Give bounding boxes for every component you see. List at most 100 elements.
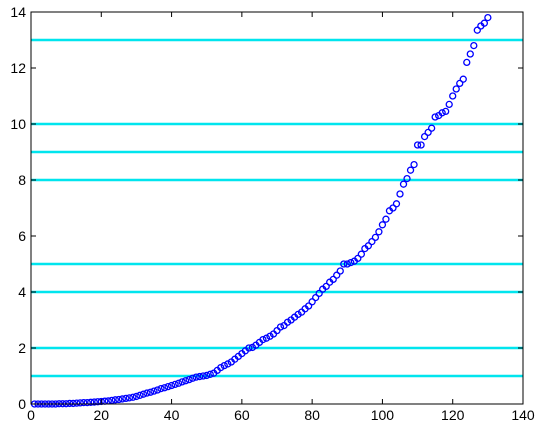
data-point-30 [136,391,144,399]
y-tick-label-1: 2 [18,340,26,356]
data-point-79 [308,298,316,306]
data-point-126 [473,26,481,34]
x-tick-label-1: 20 [93,407,109,423]
data-point-34 [150,387,158,395]
data-point-32 [143,389,151,397]
y-tick-label-2: 4 [18,284,26,300]
data-point-11 [69,399,77,408]
data-point-89 [343,260,351,268]
data-point-22 [108,396,116,405]
data-point-104 [396,190,404,198]
data-point-17 [90,398,98,406]
data-point-103 [392,200,401,208]
data-point-129 [484,13,492,22]
y-tick-label-6: 12 [10,60,26,76]
data-point-118 [445,100,453,109]
data-point-102 [389,204,397,212]
data-point-48 [199,372,207,380]
data-point-119 [449,92,457,100]
data-point-96 [368,237,376,246]
y-axis-ticks: 0 2 4 6 8 10 12 14 [10,4,523,412]
data-point-95 [364,242,373,250]
data-point-121 [456,79,464,88]
data-point-35 [153,386,162,394]
data-point-81 [315,289,323,298]
x-tick-label-7: 140 [511,407,535,423]
x-tick-label-5: 100 [371,407,395,423]
data-point-123 [463,58,471,67]
data-point-53 [217,363,225,372]
data-point-43 [181,377,190,385]
data-point-50 [206,370,214,378]
data-point-25 [118,395,127,403]
data-point-41 [174,379,183,387]
data-point-39 [167,381,176,390]
data-point-42 [178,378,186,386]
plot-area [31,12,523,404]
data-point-111 [420,132,429,141]
data-point-106 [403,174,411,183]
data-point-120 [452,85,460,93]
data-point-107 [406,166,415,174]
data-point-26 [122,394,130,403]
data-point-117 [442,107,450,116]
data-point-45 [189,374,197,382]
y-tick-label-5: 10 [10,116,26,132]
x-tick-label-4: 80 [304,407,320,423]
x-tick-label-6: 120 [441,407,465,423]
data-point-46 [192,373,200,381]
data-point-13 [76,399,84,407]
data-point-99 [378,221,387,229]
data-point-108 [410,160,418,169]
data-point-124 [466,50,474,58]
horizontal-lines [31,38,523,378]
y-tick-label-0: 0 [18,396,26,412]
data-point-98 [375,228,383,236]
data-point-55 [224,360,232,368]
plot-frame [30,11,524,405]
data-point-38 [164,382,172,391]
data-point-40 [171,380,179,389]
data-point-29 [132,392,141,401]
x-axis-ticks: 0 20 40 60 80 100 120 140 [27,12,535,423]
data-point-85 [329,275,337,284]
data-point-112 [424,128,432,137]
data-point-80 [312,293,320,302]
data-point-27 [125,394,134,402]
data-point-33 [146,388,155,396]
data-point-122 [459,75,467,83]
data-point-83 [322,282,330,291]
data-point-14 [80,398,88,407]
data-point-28 [129,393,137,401]
data-point-15 [83,398,91,407]
data-point-12 [73,399,81,407]
data-point-24 [115,395,123,404]
data-point-113 [427,124,436,132]
data-point-65 [259,335,267,344]
data-point-110 [417,141,425,149]
data-point-97 [371,233,380,242]
data-point-105 [399,180,408,188]
data-point-54 [220,361,228,370]
data-point-36 [157,384,165,393]
x-tick-label-0: 0 [27,407,35,423]
data-point-61 [245,344,253,352]
y-tick-label-7: 14 [10,4,26,20]
data-point-16 [87,398,95,406]
data-point-18 [94,398,102,406]
data-point-86 [333,271,341,279]
data-point-44 [185,375,193,384]
x-tick-label-2: 40 [164,407,180,423]
data-point-78 [304,302,313,310]
data-point-125 [470,41,478,50]
data-point-128 [480,19,488,27]
data-point-23 [111,396,119,404]
data-point-47 [196,372,204,381]
data-point-37 [160,384,169,392]
data-point-70 [276,323,285,331]
y-tick-label-4: 8 [18,172,26,188]
y-tick-label-3: 6 [18,228,26,244]
data-point-87 [336,267,344,275]
data-point-88 [340,260,348,268]
